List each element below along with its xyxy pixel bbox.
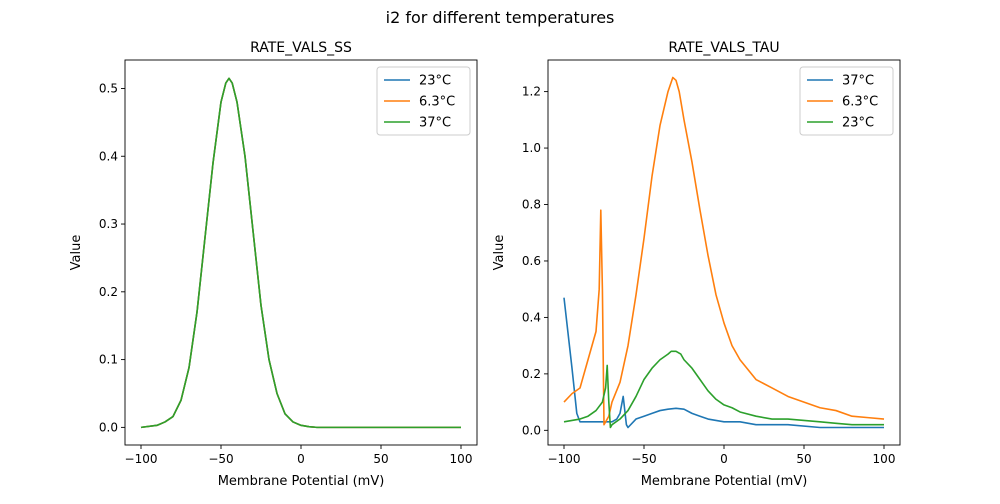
legend: 23°C 6.3°C 37°C <box>376 66 471 136</box>
legend-label: 37°C <box>419 116 451 131</box>
x-tick-label: −50 <box>208 452 233 466</box>
x-tick-label: 0 <box>297 452 305 466</box>
y-tick-label: 0.4 <box>99 149 118 163</box>
subplot-title: RATE_VALS_TAU <box>668 40 779 56</box>
y-tick-label: 1.0 <box>522 141 541 155</box>
figure-title: i2 for different temperatures <box>385 8 615 27</box>
y-tick-label: 0.0 <box>99 420 118 434</box>
subplot-title: RATE_VALS_SS <box>250 40 352 56</box>
x-axis-label: Membrane Potential (mV) <box>641 474 808 489</box>
legend-label: 23°C <box>419 74 451 89</box>
x-tick-label: 0 <box>720 452 728 466</box>
y-tick-label: 1.2 <box>522 85 541 99</box>
y-tick-label: 0.8 <box>522 198 541 212</box>
y-tick-label: 0.1 <box>99 353 118 367</box>
y-axis-label: Value <box>69 235 84 271</box>
y-tick-label: 0.0 <box>522 423 541 437</box>
y-tick-label: 0.6 <box>522 254 541 268</box>
x-tick-label: 100 <box>873 452 896 466</box>
x-tick-label: −100 <box>548 452 581 466</box>
legend-label: 37°C <box>842 74 874 89</box>
x-tick-label: −50 <box>631 452 656 466</box>
legend-box <box>799 66 894 136</box>
subplot-rate-vals-ss: RATE_VALS_SS −100 −50 0 50 100 0.0 0.1 0.2 0.3 0.4… <box>69 40 478 489</box>
legend-box <box>376 66 471 136</box>
series-line-37c <box>140 77 461 429</box>
legend-label: 6.3°C <box>842 95 878 110</box>
x-tick-label: −100 <box>125 452 158 466</box>
y-axis-label: Value <box>492 235 507 271</box>
series-line-23c <box>563 350 884 429</box>
legend-label: 6.3°C <box>419 95 455 110</box>
subplot-rate-vals-tau: RATE_VALS_TAU −100 −50 0 50 100 0.0 0.2 0.4 0.6 0.… <box>492 40 901 489</box>
y-tick-label: 0.5 <box>99 81 118 95</box>
legend: 37°C 6.3°C 23°C <box>799 66 894 136</box>
series-line-63c <box>563 76 885 426</box>
y-tick-label: 0.2 <box>522 367 541 381</box>
x-tick-label: 50 <box>796 452 811 466</box>
x-tick-label: 100 <box>450 452 473 466</box>
x-tick-label: 50 <box>373 452 388 466</box>
series-line-37c <box>563 297 884 429</box>
legend-label: 23°C <box>842 116 874 131</box>
y-tick-label: 0.2 <box>99 285 118 299</box>
x-axis-label: Membrane Potential (mV) <box>218 474 385 489</box>
y-tick-label: 0.3 <box>99 217 118 231</box>
y-tick-label: 0.4 <box>522 310 541 324</box>
